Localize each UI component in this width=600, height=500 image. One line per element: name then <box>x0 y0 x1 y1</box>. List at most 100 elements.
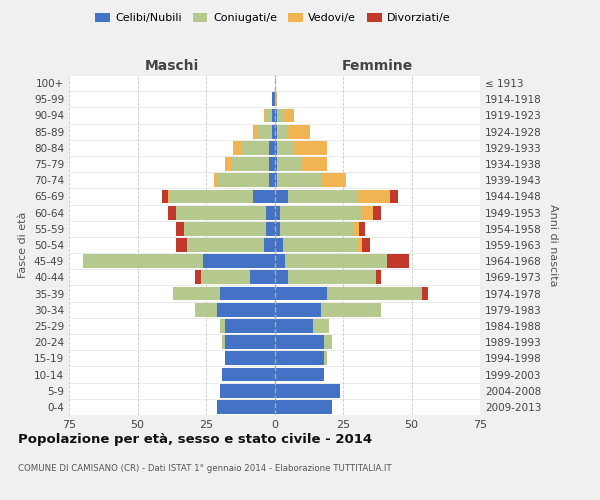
Bar <box>293 141 326 154</box>
Y-axis label: Fasce di età: Fasce di età <box>19 212 28 278</box>
Bar <box>275 336 324 349</box>
Bar <box>275 190 288 203</box>
Bar <box>275 92 277 106</box>
Bar <box>253 190 275 203</box>
Bar <box>223 368 275 382</box>
Bar <box>275 157 277 171</box>
Bar <box>275 270 288 284</box>
Bar <box>275 303 321 316</box>
Text: Popolazione per età, sesso e stato civile - 2014: Popolazione per età, sesso e stato civil… <box>18 432 372 446</box>
Bar <box>275 238 283 252</box>
Bar <box>277 174 321 187</box>
Bar <box>280 222 354 235</box>
Bar <box>356 238 362 252</box>
Bar <box>162 190 167 203</box>
Bar <box>176 238 187 252</box>
Bar <box>354 222 359 235</box>
Bar <box>275 125 277 138</box>
Bar <box>263 238 275 252</box>
Bar <box>263 108 266 122</box>
Bar <box>200 270 250 284</box>
Bar <box>321 174 346 187</box>
Bar <box>233 141 242 154</box>
Bar <box>170 190 253 203</box>
Bar <box>167 190 170 203</box>
Bar <box>203 254 275 268</box>
Bar <box>275 141 277 154</box>
Bar <box>326 286 422 300</box>
Bar <box>275 286 326 300</box>
Bar <box>225 352 275 365</box>
Bar <box>387 254 409 268</box>
Bar <box>225 319 275 333</box>
Bar <box>362 238 370 252</box>
Bar <box>176 222 184 235</box>
Bar <box>83 254 203 268</box>
Bar <box>275 400 332 414</box>
Bar <box>272 92 275 106</box>
Bar <box>321 303 382 316</box>
Bar <box>275 254 286 268</box>
Bar <box>283 238 357 252</box>
Bar <box>225 336 275 349</box>
Text: COMUNE DI CAMISANO (CR) - Dati ISTAT 1° gennaio 2014 - Elaborazione TUTTITALIA.I: COMUNE DI CAMISANO (CR) - Dati ISTAT 1° … <box>18 464 392 473</box>
Bar <box>376 270 382 284</box>
Bar <box>242 141 269 154</box>
Bar <box>223 336 225 349</box>
Bar <box>302 157 326 171</box>
Bar <box>313 319 329 333</box>
Bar <box>283 108 293 122</box>
Bar <box>184 222 266 235</box>
Text: Maschi: Maschi <box>145 58 199 72</box>
Bar <box>250 270 275 284</box>
Bar <box>356 190 389 203</box>
Y-axis label: Anni di nascita: Anni di nascita <box>548 204 558 286</box>
Bar <box>266 108 272 122</box>
Text: Femmine: Femmine <box>341 58 413 72</box>
Bar <box>277 125 288 138</box>
Bar <box>288 270 376 284</box>
Bar <box>280 206 362 220</box>
Bar <box>167 206 176 220</box>
Bar <box>220 319 225 333</box>
Bar <box>217 400 275 414</box>
Bar <box>253 125 258 138</box>
Bar <box>275 319 313 333</box>
Bar <box>275 384 340 398</box>
Bar <box>275 368 324 382</box>
Bar <box>225 157 230 171</box>
Bar <box>195 303 217 316</box>
Bar <box>214 174 217 187</box>
Bar <box>359 222 365 235</box>
Bar <box>187 238 263 252</box>
Bar <box>269 174 275 187</box>
Bar <box>288 125 310 138</box>
Bar <box>195 270 200 284</box>
Legend: Celibi/Nubili, Coniugati/e, Vedovi/e, Divorziati/e: Celibi/Nubili, Coniugati/e, Vedovi/e, Di… <box>91 8 455 28</box>
Bar <box>217 174 269 187</box>
Bar <box>286 254 387 268</box>
Bar <box>272 108 275 122</box>
Bar <box>275 108 277 122</box>
Bar <box>275 352 324 365</box>
Bar <box>220 384 275 398</box>
Bar <box>362 206 373 220</box>
Bar <box>277 157 302 171</box>
Bar <box>258 125 272 138</box>
Bar <box>266 222 275 235</box>
Bar <box>269 157 275 171</box>
Bar <box>266 206 275 220</box>
Bar <box>173 286 220 300</box>
Bar <box>230 157 269 171</box>
Bar <box>217 303 275 316</box>
Bar <box>275 206 280 220</box>
Bar <box>324 336 332 349</box>
Bar <box>373 206 382 220</box>
Bar <box>275 174 277 187</box>
Bar <box>176 206 266 220</box>
Bar <box>277 108 283 122</box>
Bar <box>275 222 280 235</box>
Bar <box>220 286 275 300</box>
Bar <box>422 286 428 300</box>
Bar <box>269 141 275 154</box>
